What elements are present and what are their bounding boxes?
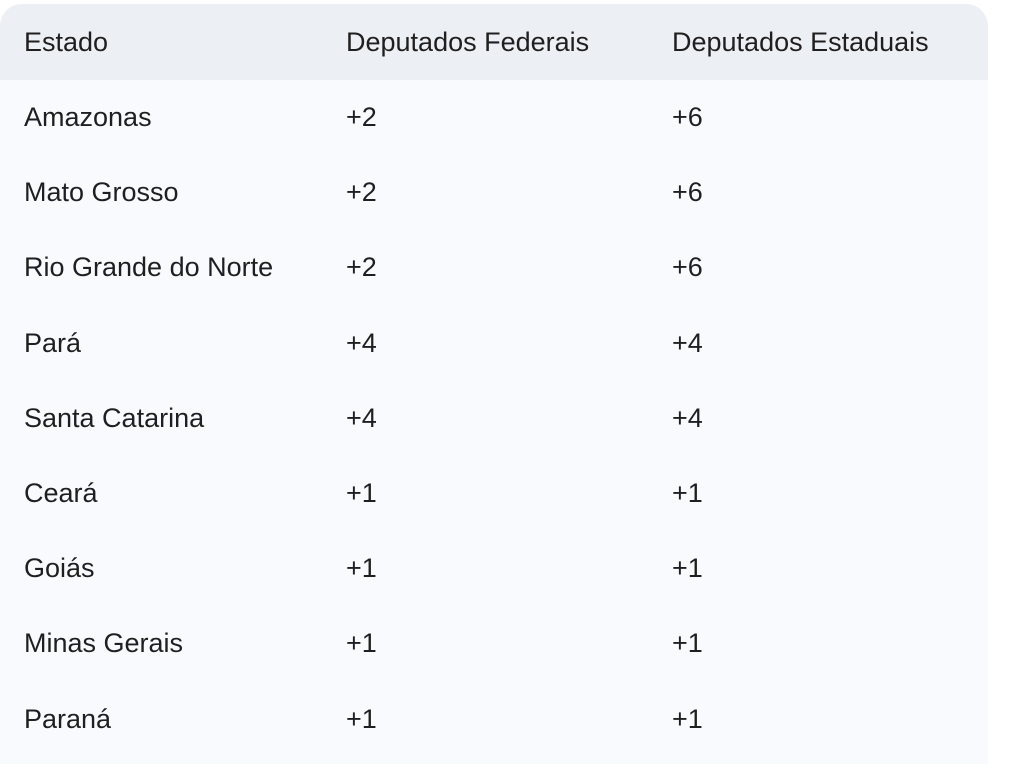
cell-federais: +4: [346, 402, 377, 433]
cell-estado: Rio Grande do Norte: [24, 252, 274, 283]
cell-federais: +2: [346, 252, 377, 283]
table-row: Goiás +1 +1: [0, 531, 988, 606]
cell-estaduais: +6: [672, 177, 703, 208]
table-row: Minas Gerais +1 +1: [0, 606, 988, 681]
cell-estaduais: +1: [672, 553, 703, 584]
cell-federais: +1: [346, 628, 377, 659]
table-row: Ceará +1 +1: [0, 456, 988, 531]
cell-federais: +1: [346, 703, 377, 734]
cell-estaduais: +6: [672, 252, 703, 283]
cell-federais: +1: [346, 478, 377, 509]
cell-federais: +2: [346, 177, 377, 208]
table-row: Paraná +1 +1: [0, 682, 988, 757]
cell-estaduais: +6: [672, 102, 703, 133]
table-row: Santa Catarina +4 +4: [0, 381, 988, 456]
cell-estaduais: +1: [672, 703, 703, 734]
cell-estaduais: +1: [672, 478, 703, 509]
header-estado: Estado: [24, 26, 109, 57]
cell-estado: Paraná: [24, 703, 112, 734]
table-header-row: Estado Deputados Federais Deputados Esta…: [0, 4, 988, 80]
data-table: Estado Deputados Federais Deputados Esta…: [0, 4, 988, 764]
cell-federais: +4: [346, 327, 377, 358]
table-row: Pará +4 +4: [0, 306, 988, 381]
cell-estado: Minas Gerais: [24, 628, 184, 659]
cell-estaduais: +4: [672, 327, 703, 358]
cell-estado: Pará: [24, 327, 82, 358]
table-row: Rio Grande do Norte +2 +6: [0, 230, 988, 305]
cell-estado: Santa Catarina: [24, 402, 205, 433]
cell-estado: Mato Grosso: [24, 177, 179, 208]
table-row: Amazonas +2 +6: [0, 80, 988, 155]
cell-estado: Ceará: [24, 478, 98, 509]
cell-federais: +1: [346, 553, 377, 584]
cell-estaduais: +1: [672, 628, 703, 659]
cell-estaduais: +4: [672, 402, 703, 433]
header-deputados-federais: Deputados Federais: [346, 26, 590, 57]
table-row: Mato Grosso +2 +6: [0, 155, 988, 230]
cell-estado: Amazonas: [24, 102, 152, 133]
cell-estado: Goiás: [24, 553, 95, 584]
header-deputados-estaduais: Deputados Estaduais: [672, 26, 929, 57]
cell-federais: +2: [346, 102, 377, 133]
